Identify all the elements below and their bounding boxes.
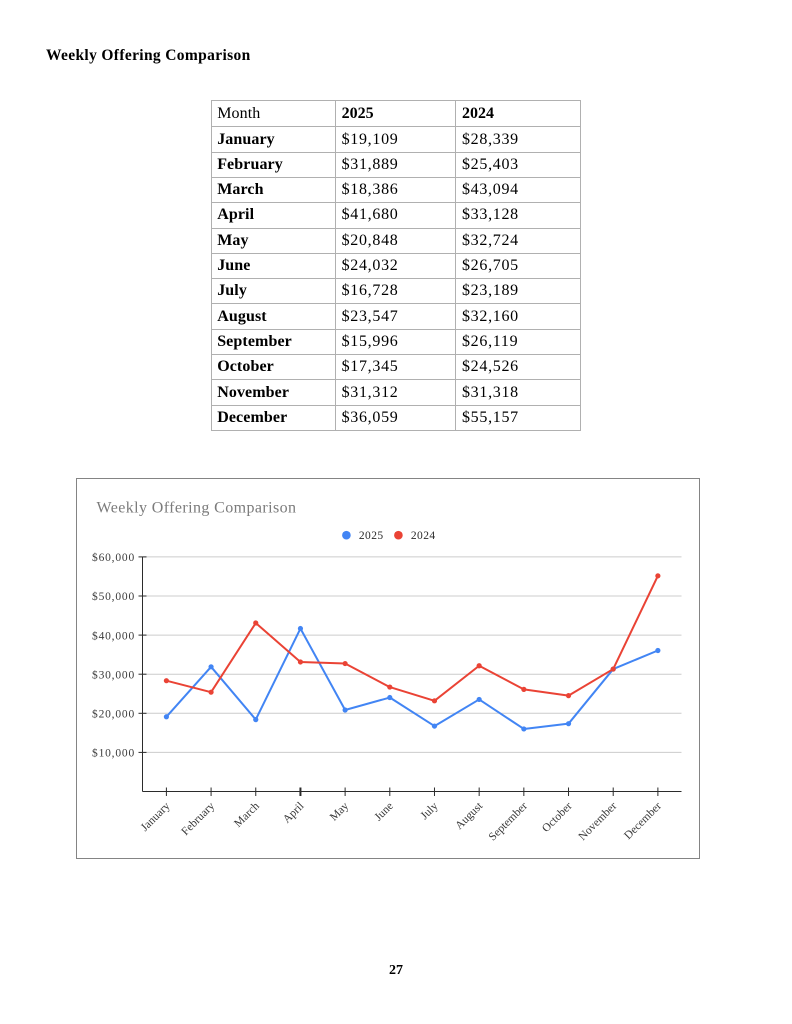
svg-text:$30,000: $30,000 [92,669,135,682]
svg-text:September: September [486,800,529,843]
svg-text:October: October [540,800,575,835]
svg-text:$10,000: $10,000 [92,747,135,760]
svg-text:April: April [281,801,307,827]
svg-text:$60,000: $60,000 [92,551,135,564]
svg-text:$40,000: $40,000 [92,630,135,643]
svg-text:December: December [622,800,664,842]
svg-text:February: February [179,800,217,838]
svg-text:2025: 2025 [358,531,383,543]
svg-text:July: July [418,800,440,822]
svg-text:$20,000: $20,000 [92,708,135,721]
svg-text:2024: 2024 [410,531,435,543]
svg-text:Weekly Offering Comparison: Weekly Offering Comparison [96,500,296,517]
svg-text:January: January [138,800,172,834]
svg-text:June: June [372,801,395,824]
svg-text:August: August [453,800,486,833]
svg-text:March: March [232,800,262,830]
svg-text:May: May [327,800,351,824]
svg-text:November: November [576,800,619,843]
svg-text:$50,000: $50,000 [92,591,135,604]
